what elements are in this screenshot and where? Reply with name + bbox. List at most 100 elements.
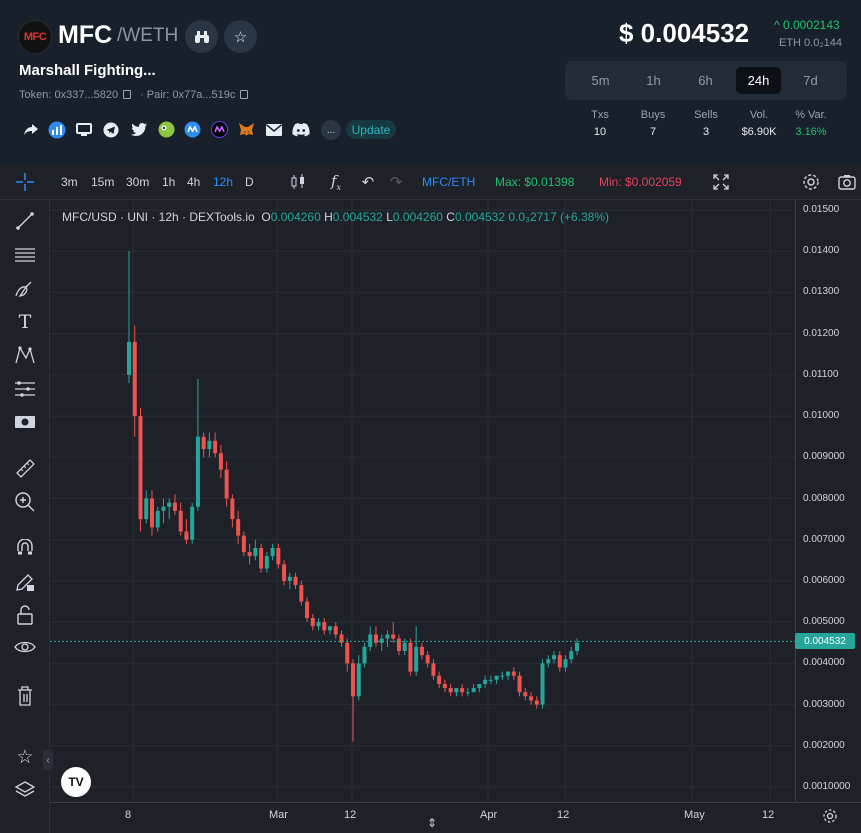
zoom-icon[interactable] xyxy=(13,490,37,514)
y-tick-label: 0.003000 xyxy=(803,698,845,710)
candle-type-icon[interactable] xyxy=(286,170,310,194)
indicators-icon[interactable]: fx xyxy=(330,172,342,192)
eye-icon[interactable] xyxy=(13,636,37,660)
timeframe-6h[interactable]: 6h xyxy=(698,73,713,88)
telegram-icon[interactable] xyxy=(101,120,120,139)
candle-body xyxy=(339,634,344,643)
y-tick-label: 0.007000 xyxy=(803,533,845,545)
redo-icon[interactable]: ↷ xyxy=(389,174,403,191)
y-tick-label: 0.01400 xyxy=(803,245,840,257)
favorite-button[interactable]: ☆ xyxy=(224,20,257,53)
copy-icon[interactable] xyxy=(123,90,132,99)
update-button[interactable]: Update xyxy=(346,120,396,139)
horizontal-lines-icon[interactable] xyxy=(13,243,37,267)
discord-icon[interactable] xyxy=(291,120,310,139)
undo-icon[interactable]: ↶ xyxy=(361,174,375,191)
timeframe-5m[interactable]: 5m xyxy=(591,73,610,88)
camera-icon[interactable] xyxy=(835,170,859,194)
ruler-icon[interactable] xyxy=(13,456,37,480)
metamask-icon[interactable] xyxy=(237,120,256,139)
candle-body xyxy=(201,436,206,450)
candle-body xyxy=(465,692,470,694)
stat-label: Vol. xyxy=(749,109,769,121)
x-tick-label: 8 xyxy=(125,809,132,821)
stat-value: 10 xyxy=(593,126,607,138)
trash-icon[interactable] xyxy=(13,684,37,708)
axis-settings-icon[interactable] xyxy=(818,804,842,828)
more-label: ... xyxy=(326,124,336,136)
time-axis[interactable] xyxy=(50,802,861,828)
price-axis[interactable] xyxy=(795,200,861,802)
brush-icon[interactable] xyxy=(13,277,37,301)
candle-body xyxy=(540,663,545,705)
candle-body xyxy=(477,683,482,689)
candle-body xyxy=(448,688,453,693)
magnet-icon[interactable] xyxy=(13,538,37,562)
lock-drawing-icon[interactable] xyxy=(13,570,37,594)
coingecko-icon[interactable] xyxy=(157,120,176,139)
max-price: Max: $0.01398 xyxy=(495,175,575,189)
unlock-icon[interactable] xyxy=(13,603,37,627)
prediction-icon[interactable] xyxy=(13,377,37,401)
website-icon[interactable] xyxy=(74,120,93,139)
trend-line-icon[interactable] xyxy=(13,209,37,233)
chart-legend: MFC/USD · UNI · 12h · DEXTools.io O0.004… xyxy=(62,210,609,224)
candlestick-chart[interactable] xyxy=(50,200,795,802)
share-icon[interactable] xyxy=(21,120,40,139)
more-links-button[interactable]: ... xyxy=(321,120,341,140)
token-address[interactable]: Token: 0x337...5820 xyxy=(19,89,132,101)
candle-body xyxy=(190,506,195,540)
candle-body xyxy=(402,642,407,651)
candle-body xyxy=(437,675,442,684)
interval-4h[interactable]: 4h xyxy=(187,175,201,189)
candle-body xyxy=(517,675,522,693)
settings-icon[interactable] xyxy=(799,170,823,194)
candle-body xyxy=(351,663,355,697)
layers-icon[interactable] xyxy=(13,778,37,802)
stat-value: 3.16% xyxy=(795,126,827,138)
coinmarketcap-icon[interactable] xyxy=(183,120,202,139)
y-tick-label: 0.008000 xyxy=(803,492,845,504)
nomics-icon[interactable] xyxy=(210,120,229,139)
timeframe-7d[interactable]: 7d xyxy=(803,73,818,88)
candle-body xyxy=(391,634,396,639)
candle-body xyxy=(460,688,465,693)
timeframe-1h[interactable]: 1h xyxy=(646,73,661,88)
twitter-icon[interactable] xyxy=(129,120,148,139)
email-icon[interactable] xyxy=(264,120,283,139)
price-usd: $ 0.004532 xyxy=(619,18,750,48)
tradingview-logo[interactable]: TV xyxy=(61,767,91,797)
candle-body xyxy=(431,663,436,676)
interval-d[interactable]: D xyxy=(245,175,254,189)
candle-body xyxy=(569,650,574,660)
interval-1h[interactable]: 1h xyxy=(162,175,176,189)
crosshair-icon[interactable] xyxy=(13,170,37,194)
candle-body xyxy=(299,585,304,602)
text-tool-icon[interactable]: T xyxy=(18,311,32,333)
resize-handle-icon[interactable]: ⇕ xyxy=(427,816,438,830)
candle-body xyxy=(149,498,154,528)
binoculars-button[interactable] xyxy=(185,20,218,53)
y-tick-label: 0.005000 xyxy=(803,616,845,628)
chart-stats-icon[interactable] xyxy=(47,120,66,139)
copy-icon[interactable] xyxy=(240,90,249,99)
stat-label: Txs xyxy=(591,109,609,121)
quote-symbol: WETH xyxy=(122,25,179,46)
y-tick-label: 0.006000 xyxy=(803,574,845,586)
money-icon[interactable] xyxy=(13,410,37,434)
pair-address[interactable]: · Pair: 0x77a...519c xyxy=(140,89,249,101)
y-tick-label: 0.01100 xyxy=(803,368,839,380)
candle-body xyxy=(305,601,310,619)
interval-15m[interactable]: 15m xyxy=(91,175,115,189)
interval-12h[interactable]: 12h xyxy=(213,175,234,189)
pair-toggle[interactable]: MFC/ETH xyxy=(422,175,476,189)
interval-3m[interactable]: 3m xyxy=(61,175,78,189)
pattern-icon[interactable] xyxy=(13,343,37,367)
fullscreen-icon[interactable] xyxy=(709,170,733,194)
timeframe-24h[interactable]: 24h xyxy=(736,67,781,94)
min-price: Min: $0.002059 xyxy=(599,175,682,189)
interval-30m[interactable]: 30m xyxy=(126,175,150,189)
collapse-toolbar-button[interactable]: ‹ xyxy=(43,750,53,770)
legend-open-key: O xyxy=(261,210,271,224)
favorites-star-icon[interactable]: ☆ xyxy=(16,746,34,768)
